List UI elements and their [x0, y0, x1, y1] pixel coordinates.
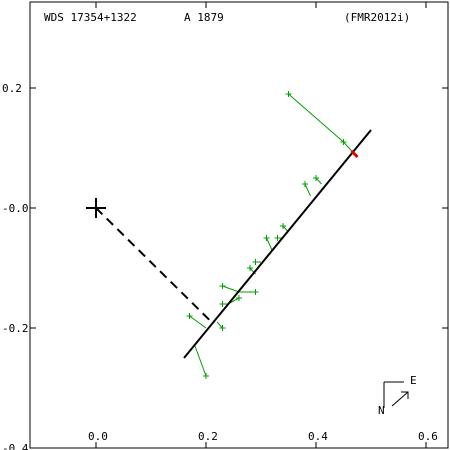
observation-point [302, 181, 308, 187]
residual-line [288, 93, 344, 143]
motion-arrowhead-icon [401, 391, 409, 399]
plot-border [29, 1, 449, 449]
observation-point [313, 175, 319, 181]
orbit-layer [86, 129, 372, 359]
residual-line [304, 183, 311, 197]
x-tick-label: 0.2 [198, 430, 218, 443]
discoverer-label: A 1879 [184, 11, 224, 24]
x-tick-label: 0.0 [88, 430, 108, 443]
observation-point [274, 235, 281, 241]
residual-line [315, 177, 322, 185]
orbit-line [183, 129, 372, 359]
observation-point [186, 313, 193, 319]
observation-point [219, 283, 226, 289]
observation-point [285, 91, 292, 97]
residual-line [216, 321, 223, 329]
plot-frame [29, 1, 449, 449]
y-tick-label: 0.2 [2, 82, 22, 95]
compass-east-label: E [410, 374, 417, 387]
residual-line [222, 285, 240, 293]
wds-id-label: WDS 17354+1322 [44, 11, 137, 24]
residual-line [266, 237, 273, 251]
compass-north-label: N [378, 404, 385, 417]
observation-point [340, 139, 347, 145]
observation-point [219, 325, 226, 331]
residual-line [194, 345, 207, 377]
observation-point [263, 235, 270, 241]
y-tick-label: -0.2 [2, 322, 29, 335]
y-tick-label: -0.4 [2, 442, 29, 450]
compass: N E [378, 374, 417, 417]
observation-point [252, 259, 259, 265]
observation-point [203, 373, 209, 379]
x-tick-label: 0.4 [308, 430, 328, 443]
y-tick-label: -0.0 [2, 202, 29, 215]
observation-point [247, 265, 253, 271]
x-tick-label: 0.6 [418, 430, 438, 443]
observations-layer [186, 91, 355, 379]
primary-star-marker [86, 198, 106, 218]
observation-point [236, 295, 242, 301]
residual-line [189, 315, 207, 329]
motion-arrow-icon [391, 391, 409, 407]
observation-point [280, 223, 286, 229]
observation-point [219, 301, 226, 307]
orbit-reference-label: (FMR2012i) [344, 11, 410, 24]
periastron-dashed-line [95, 207, 213, 323]
observation-point [252, 289, 259, 295]
current-position-marker [350, 149, 359, 159]
